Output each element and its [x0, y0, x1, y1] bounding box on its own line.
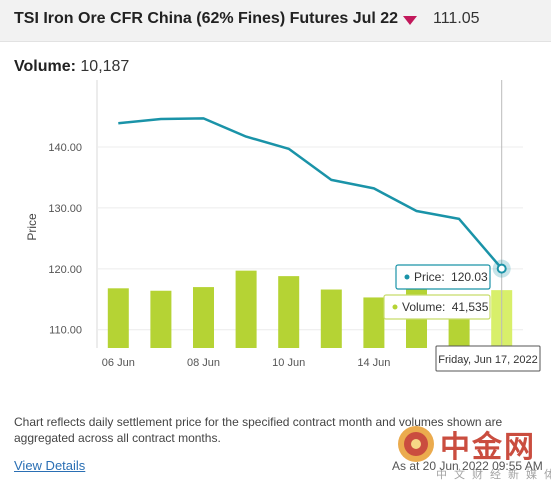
x-tick-label: 06 Jun [102, 357, 135, 369]
date-tooltip: Friday, Jun 17, 2022 [435, 345, 541, 372]
volume-value: 10,187 [80, 58, 130, 75]
price-line [118, 117, 503, 270]
y-axis-label: Price [25, 213, 39, 241]
last-price: 111.05 [433, 10, 480, 27]
price-tooltip: Price: 120.03 [395, 264, 491, 290]
volume-dot-icon [392, 304, 398, 310]
price-dot-icon [404, 274, 410, 280]
page-title: TSI Iron Ore CFR China (62% Fines) Futur… [14, 10, 399, 27]
volume-bar [320, 289, 342, 348]
watermark-main: 中金网 [440, 430, 536, 465]
volume-bar [363, 297, 385, 348]
tooltip-volume-label: Volume: [402, 300, 445, 314]
x-tick-label: 10 Jun [272, 357, 305, 369]
y-tick-label: 140.00 [48, 142, 82, 154]
tooltip-price-label: Price: [414, 270, 445, 284]
svg-text:Volume: 41,535: Volume: 41,535 [402, 300, 489, 314]
highlight-point [496, 263, 507, 274]
coin-logo-icon [398, 426, 434, 462]
volume-bar [150, 290, 172, 348]
price-volume-chart[interactable]: 110.00 120.00 130.00 140.00 Price 06 Jun 08 … [0, 80, 551, 380]
y-tick-label: 120.00 [48, 264, 82, 276]
watermark: 中金网 中文财经新媒体 [392, 420, 551, 486]
x-axis-ticks: 06 Jun 08 Jun 10 Jun 14 Jun [102, 357, 391, 369]
triangle-down-icon [403, 16, 417, 25]
volume-bar [193, 287, 214, 348]
watermark-sub: 中文财经新媒体 [436, 468, 551, 481]
view-details-link[interactable]: View Details [14, 458, 86, 473]
tooltip-price-value: 120.03 [451, 270, 488, 284]
y-axis-ticks: 110.00 120.00 130.00 140.00 [48, 142, 82, 337]
header: TSI Iron Ore CFR China (62% Fines) Futur… [0, 0, 551, 42]
y-tick-label: 110.00 [49, 325, 82, 337]
volume-summary: Volume: 10,187 [14, 58, 129, 76]
tooltip-date: Friday, Jun 17, 2022 [438, 354, 537, 366]
x-tick-label: 14 Jun [357, 357, 390, 369]
volume-label: Volume: [14, 58, 76, 75]
volume-bar [107, 288, 129, 348]
tooltip-volume-value: 41,535 [452, 300, 489, 314]
y-tick-label: 130.00 [48, 203, 82, 215]
volume-bar [235, 270, 257, 348]
svg-text:Price: 120.03: Price: 120.03 [414, 270, 488, 284]
x-tick-label: 08 Jun [187, 357, 220, 369]
as-of-timestamp: As at 20 Jun 2022 09:55 AM [392, 459, 543, 473]
volume-tooltip: Volume: 41,535 [383, 294, 491, 320]
chart-note: Chart reflects daily settlement price fo… [14, 415, 503, 445]
volume-bar [278, 276, 300, 348]
